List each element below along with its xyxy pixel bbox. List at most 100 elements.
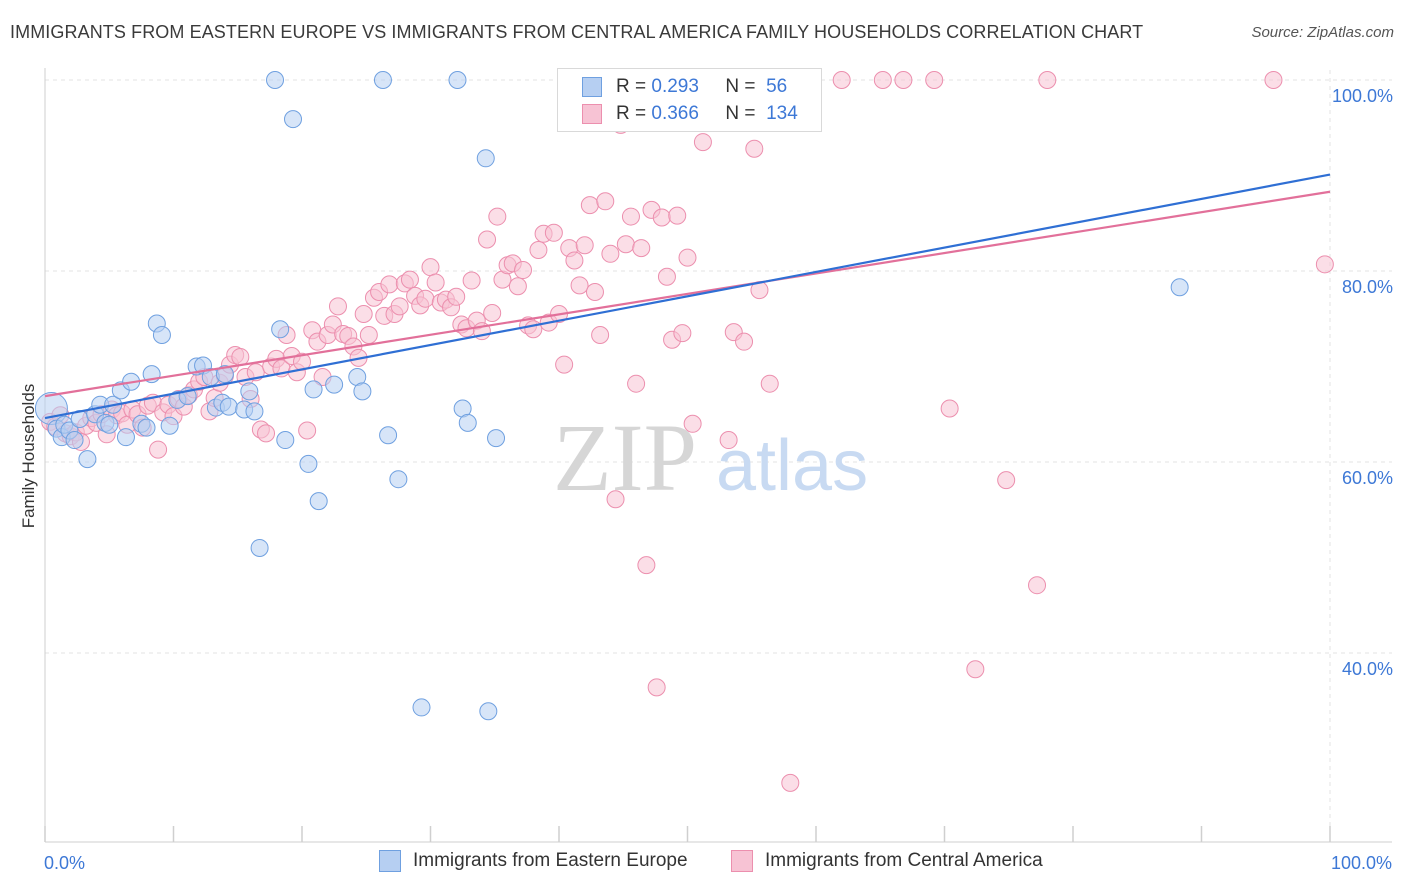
stats-legend: R = 0.293 N = 56 R = 0.366 N = 134 bbox=[557, 68, 822, 132]
point-eastern-europe bbox=[353, 382, 372, 401]
point-eastern-europe bbox=[284, 110, 303, 129]
point-central-america bbox=[421, 258, 440, 277]
point-central-america bbox=[529, 240, 548, 259]
point-central-america bbox=[585, 283, 604, 302]
point-eastern-europe bbox=[458, 413, 477, 432]
point-eastern-europe bbox=[412, 698, 431, 717]
point-central-america bbox=[637, 556, 656, 575]
point-eastern-europe bbox=[373, 71, 392, 89]
point-central-america bbox=[668, 206, 687, 225]
legend-item-central-america: Immigrants from Central America bbox=[731, 850, 1043, 872]
point-central-america bbox=[647, 678, 666, 697]
point-central-america bbox=[832, 71, 851, 89]
point-central-america bbox=[478, 230, 497, 249]
point-central-america bbox=[514, 261, 533, 280]
point-eastern-europe bbox=[325, 375, 344, 394]
point-central-america bbox=[601, 244, 620, 263]
legend-n-value: 134 bbox=[766, 103, 798, 124]
legend-r-label: R = bbox=[616, 103, 647, 124]
legend-swatch-blue bbox=[582, 77, 602, 97]
point-central-america bbox=[426, 273, 445, 292]
axes bbox=[44, 68, 1392, 843]
point-eastern-europe bbox=[266, 71, 285, 89]
point-eastern-europe bbox=[219, 397, 238, 416]
source-label: Source: ZipAtlas.com bbox=[1251, 24, 1394, 41]
point-central-america bbox=[149, 440, 168, 459]
point-central-america bbox=[678, 248, 697, 267]
point-central-america bbox=[652, 208, 671, 227]
point-central-america bbox=[555, 355, 574, 374]
point-central-america bbox=[544, 223, 563, 242]
point-central-america bbox=[596, 192, 615, 211]
point-eastern-europe bbox=[309, 492, 328, 511]
point-eastern-europe bbox=[137, 418, 156, 437]
chart-title: IMMIGRANTS FROM EASTERN EUROPE VS IMMIGR… bbox=[10, 22, 1144, 42]
point-eastern-europe bbox=[304, 380, 323, 399]
point-central-america bbox=[1038, 71, 1057, 89]
point-eastern-europe bbox=[250, 538, 269, 557]
x-tick-label: 100.0% bbox=[1331, 853, 1392, 873]
point-central-america bbox=[488, 207, 507, 226]
legend-swatch-pink bbox=[582, 104, 602, 124]
trend-lines bbox=[44, 173, 1331, 420]
point-central-america bbox=[257, 424, 276, 443]
point-eastern-europe bbox=[276, 431, 295, 450]
point-eastern-europe bbox=[299, 454, 318, 473]
watermark-atlas: atlas bbox=[716, 426, 868, 506]
point-eastern-europe bbox=[245, 402, 264, 421]
point-central-america bbox=[575, 236, 594, 255]
point-central-america bbox=[447, 287, 466, 306]
point-central-america bbox=[781, 773, 800, 792]
point-central-america bbox=[231, 347, 250, 366]
point-central-america bbox=[673, 324, 692, 343]
point-central-america bbox=[925, 71, 944, 89]
legend-r-label: R = bbox=[616, 76, 647, 97]
point-central-america bbox=[657, 267, 676, 286]
point-central-america bbox=[390, 297, 409, 316]
y-axis-label: Family Households bbox=[19, 384, 38, 529]
point-central-america bbox=[606, 490, 625, 509]
point-central-america bbox=[873, 71, 892, 89]
point-eastern-europe bbox=[215, 365, 234, 384]
point-central-america bbox=[719, 431, 738, 450]
point-central-america bbox=[591, 325, 610, 344]
point-eastern-europe bbox=[65, 431, 84, 450]
y-tick-label: 80.0% bbox=[1342, 277, 1393, 297]
legend-n-label: N = bbox=[725, 103, 756, 124]
legend-swatch-blue bbox=[379, 850, 401, 872]
point-central-america bbox=[683, 414, 702, 433]
point-eastern-europe bbox=[476, 149, 495, 168]
point-central-america bbox=[616, 235, 635, 254]
legend-n-value: 56 bbox=[766, 76, 788, 97]
point-central-america bbox=[359, 325, 378, 344]
point-central-america bbox=[745, 139, 764, 158]
point-eastern-europe bbox=[78, 450, 97, 469]
trend-line-eastern-europe bbox=[44, 173, 1331, 420]
legend-swatch-pink bbox=[731, 850, 753, 872]
point-central-america bbox=[1264, 71, 1283, 89]
point-eastern-europe bbox=[160, 416, 179, 435]
watermark-zip: ZIP bbox=[553, 404, 697, 511]
y-tick-label: 100.0% bbox=[1332, 86, 1393, 106]
point-eastern-europe bbox=[240, 382, 259, 401]
legend-row-eastern-europe: R = 0.293 N = 56 bbox=[558, 74, 787, 100]
point-eastern-europe bbox=[152, 325, 171, 344]
point-central-america bbox=[966, 660, 985, 679]
legend-label-eastern-europe: Immigrants from Eastern Europe bbox=[413, 850, 688, 871]
point-central-america bbox=[997, 471, 1016, 490]
watermark: ZIP atlas bbox=[553, 404, 868, 511]
point-central-america bbox=[328, 297, 347, 316]
point-central-america bbox=[400, 270, 419, 289]
point-eastern-europe bbox=[389, 470, 408, 489]
point-central-america bbox=[580, 196, 599, 215]
point-central-america bbox=[354, 304, 373, 323]
trend-line-central-america bbox=[44, 190, 1331, 398]
point-eastern-europe bbox=[479, 702, 498, 721]
point-central-america bbox=[462, 271, 481, 290]
y-tick-label: 60.0% bbox=[1342, 468, 1393, 488]
point-central-america bbox=[735, 332, 754, 351]
point-central-america bbox=[632, 239, 651, 258]
legend-row-central-america: R = 0.366 N = 134 bbox=[558, 101, 798, 127]
legend-r-value: 0.366 bbox=[651, 103, 699, 124]
